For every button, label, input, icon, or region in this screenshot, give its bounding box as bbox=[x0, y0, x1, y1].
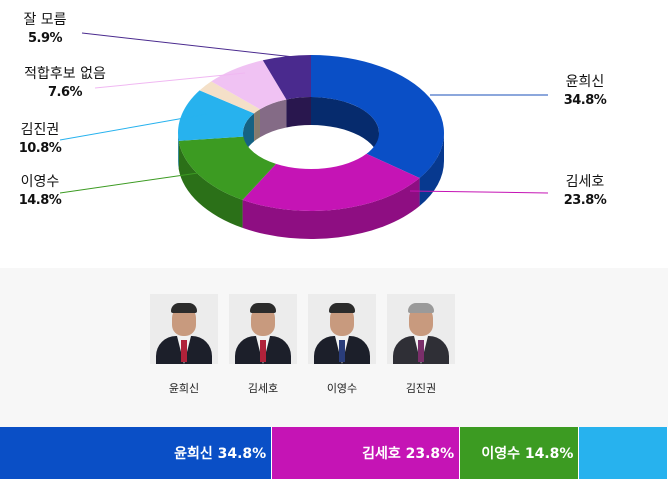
slice-value-label: 23.8% bbox=[564, 193, 607, 208]
slice-inner-side bbox=[254, 109, 260, 142]
candidate-photo bbox=[387, 294, 455, 364]
candidate-photo bbox=[308, 294, 376, 364]
bar-segment-label: 이영수 14.8% bbox=[481, 446, 574, 462]
leader-line bbox=[59, 113, 208, 141]
candidate-photo bbox=[229, 294, 297, 364]
candidate-card[interactable]: 김세호 bbox=[229, 294, 297, 396]
slice-side bbox=[242, 178, 420, 240]
candidate-photo bbox=[150, 294, 218, 364]
candidate-name: 윤희신 bbox=[168, 382, 200, 395]
donut-top bbox=[178, 55, 445, 212]
slice bbox=[242, 153, 420, 212]
slice-value-label: 7.6% bbox=[48, 85, 83, 100]
candidate-card[interactable]: 이영수 bbox=[308, 294, 376, 396]
candidate-name: 김진권 bbox=[405, 382, 437, 395]
slice bbox=[211, 60, 287, 110]
leader-line bbox=[409, 190, 549, 194]
bar-segment: 윤희신 34.8% bbox=[0, 427, 273, 479]
bar-segment bbox=[579, 427, 668, 479]
bar-segment-label: 김세호 23.8% bbox=[362, 446, 455, 462]
slice-value-label: 14.8% bbox=[19, 193, 62, 208]
candidate-panel: 윤희신 김세호 이영수 김진권 bbox=[0, 268, 668, 428]
bar-segment: 이영수 14.8% bbox=[460, 427, 580, 479]
candidate-card[interactable]: 윤희신 bbox=[150, 294, 218, 396]
slice-side bbox=[178, 140, 243, 228]
slice-side bbox=[419, 133, 444, 207]
slice-value-label: 10.8% bbox=[19, 141, 62, 156]
slice-name-label: 이영수 bbox=[21, 174, 60, 190]
slice-inner-side bbox=[259, 99, 287, 138]
donut-sides bbox=[178, 97, 444, 240]
slice bbox=[262, 55, 311, 100]
slice-name-label: 잘 모름 bbox=[23, 12, 66, 28]
leader-line bbox=[94, 72, 246, 89]
slice bbox=[178, 90, 255, 141]
slice-inner-side bbox=[311, 97, 379, 161]
slice-inner-side bbox=[286, 97, 311, 128]
bar-segment: 김세호 23.8% bbox=[272, 427, 461, 479]
slice-value-label: 5.9% bbox=[28, 31, 63, 46]
leader-line bbox=[59, 172, 199, 194]
candidate-name: 이영수 bbox=[326, 382, 358, 395]
slice-labels: 윤희신 34.8% 김세호 23.8% 이영수 14.8% 김진권 10.8% 적합후보 없음 7… bbox=[19, 12, 608, 208]
slice-name-label: 적합후보 없음 bbox=[24, 66, 106, 82]
slice-name-label: 김세호 bbox=[566, 174, 605, 190]
slice-name-label: 윤희신 bbox=[566, 74, 605, 90]
donut-chart: 윤희신 34.8% 김세호 23.8% 이영수 14.8% 김진권 10.8% 적합후보 없음 7… bbox=[19, 12, 608, 240]
slice bbox=[311, 55, 445, 179]
slice-name-label: 김진권 bbox=[21, 122, 60, 138]
result-bar: 윤희신 34.8% 김세호 23.8% 이영수 14.8% bbox=[0, 427, 668, 479]
leader-line bbox=[81, 32, 295, 58]
bar-segment-label: 윤희신 34.8% bbox=[174, 446, 267, 462]
slice bbox=[199, 81, 260, 114]
slice-value-label: 34.8% bbox=[564, 93, 607, 108]
slice bbox=[178, 136, 277, 200]
candidate-card[interactable]: 김진권 bbox=[387, 294, 455, 396]
slice-side bbox=[178, 133, 179, 169]
candidate-name: 김세호 bbox=[247, 382, 279, 395]
